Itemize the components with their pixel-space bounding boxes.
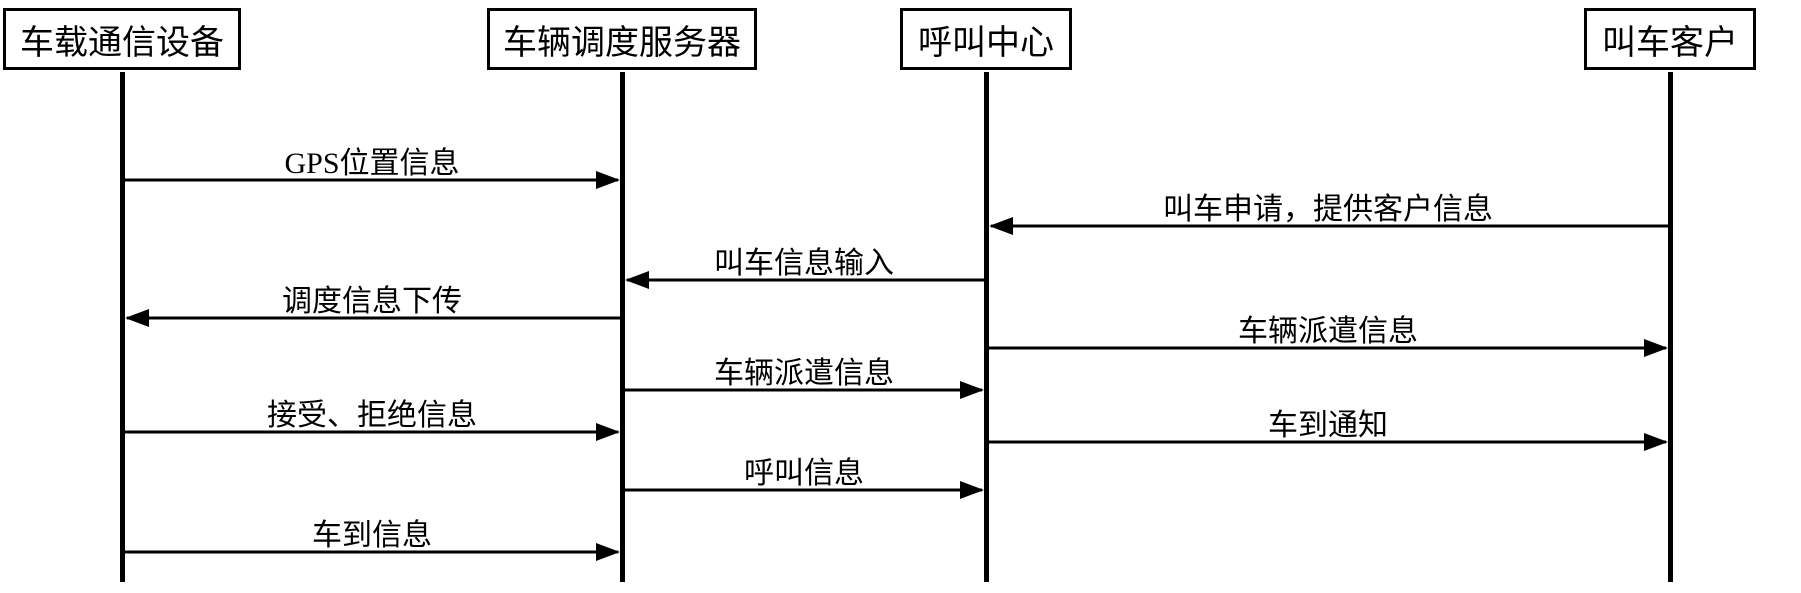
message-label-m2: 叫车申请，提供客户信息 xyxy=(1163,184,1493,228)
participant-label: 车辆调度服务器 xyxy=(503,15,741,64)
participant-p4: 叫车客户 xyxy=(1584,8,1756,70)
participant-label: 呼叫中心 xyxy=(918,15,1054,64)
participant-p1: 车载通信设备 xyxy=(3,8,241,70)
lifeline-p3 xyxy=(984,72,989,582)
lifeline-p4 xyxy=(1668,72,1673,582)
participant-label: 车载通信设备 xyxy=(20,15,224,64)
message-label-m1: GPS位置信息 xyxy=(284,138,459,182)
message-label-m8: 车到通知 xyxy=(1268,400,1388,444)
message-label-m5: 车辆派遣信息 xyxy=(1238,306,1418,350)
message-label-m4: 调度信息下传 xyxy=(282,276,462,320)
participant-p2: 车辆调度服务器 xyxy=(487,8,757,70)
message-label-m7: 接受、拒绝信息 xyxy=(267,390,477,434)
message-label-m3: 叫车信息输入 xyxy=(714,238,894,282)
participant-p3: 呼叫中心 xyxy=(900,8,1072,70)
participant-label: 叫车客户 xyxy=(1602,15,1738,64)
message-label-m9: 呼叫信息 xyxy=(744,448,864,492)
message-label-m6: 车辆派遣信息 xyxy=(714,348,894,392)
message-label-m10: 车到信息 xyxy=(312,510,432,554)
